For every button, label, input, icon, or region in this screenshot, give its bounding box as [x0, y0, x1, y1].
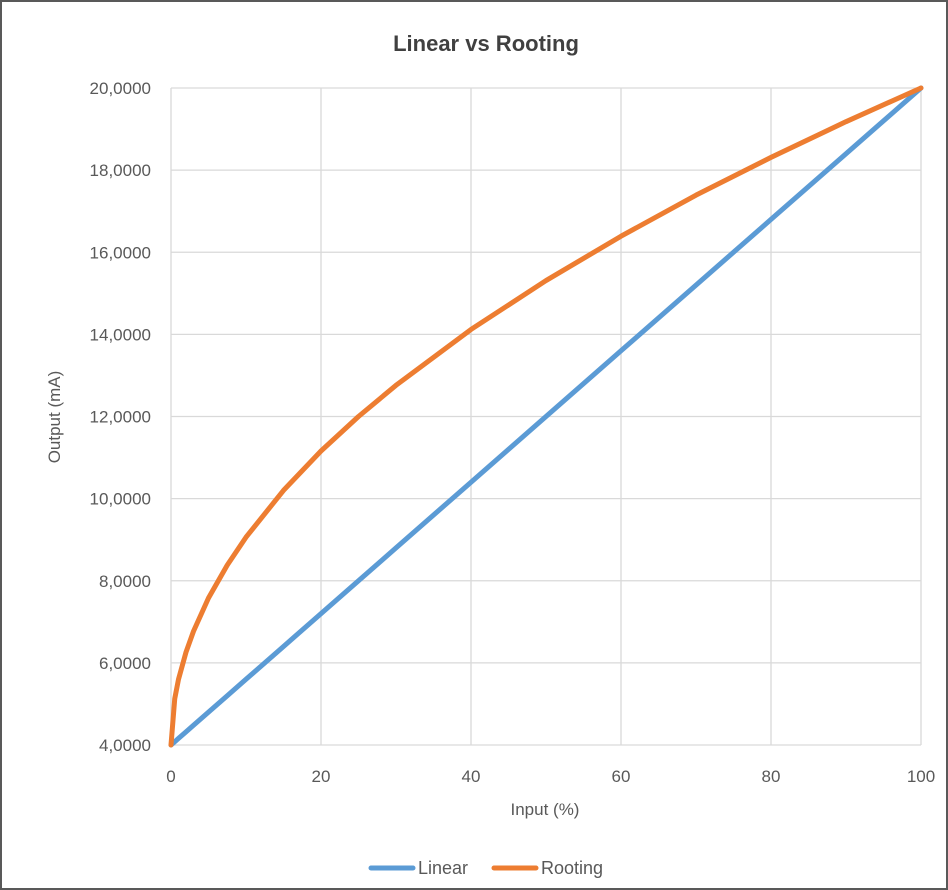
x-tick-label: 20 — [312, 767, 331, 786]
y-tick-label: 16,0000 — [90, 243, 151, 262]
y-tick-label: 4,0000 — [99, 736, 151, 755]
x-tick-label: 100 — [907, 767, 935, 786]
legend-item-rooting: Rooting — [491, 858, 603, 878]
x-tick-label: 40 — [462, 767, 481, 786]
y-tick-label: 10,0000 — [90, 490, 151, 509]
y-tick-label: 14,0000 — [90, 325, 151, 344]
x-tick-label: 60 — [612, 767, 631, 786]
y-tick-label: 20,0000 — [90, 79, 151, 98]
series-lines — [168, 85, 924, 748]
y-tick-labels: 4,0000 6,0000 8,0000 10,0000 12,0000 14,0000 1… — [90, 79, 151, 755]
x-axis-title: Input (%) — [511, 800, 580, 819]
x-tick-label: 80 — [762, 767, 781, 786]
x-tick-label: 0 — [166, 767, 175, 786]
y-tick-label: 8,0000 — [99, 572, 151, 591]
x-tick-labels: 0 20 40 60 80 100 — [166, 767, 935, 786]
series-line-linear — [168, 85, 924, 748]
chart-title: Linear vs Rooting — [393, 31, 579, 56]
y-tick-label: 6,0000 — [99, 654, 151, 673]
series-line-rooting — [168, 85, 924, 748]
legend-label: Linear — [418, 858, 468, 878]
legend-label: Rooting — [541, 858, 603, 878]
y-axis-title: Output (mA) — [45, 371, 64, 464]
legend: Linear Rooting — [368, 858, 603, 878]
y-tick-label: 18,0000 — [90, 161, 151, 180]
y-tick-label: 12,0000 — [90, 408, 151, 427]
legend-item-linear: Linear — [368, 858, 468, 878]
